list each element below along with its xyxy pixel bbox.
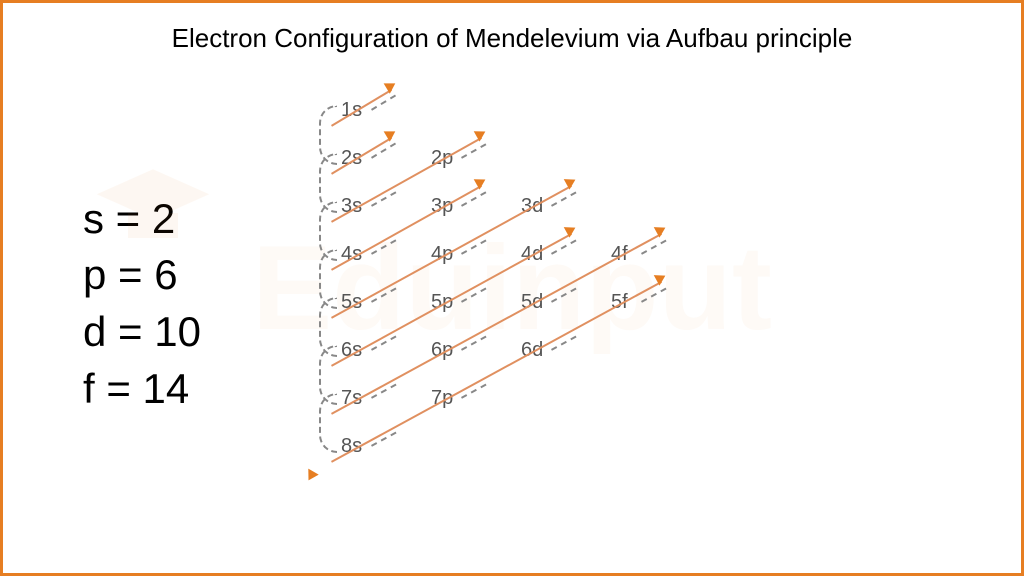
- aufbau-dash: [461, 240, 486, 255]
- page-title: Electron Configuration of Mendelevium vi…: [3, 3, 1021, 54]
- arrowhead-icon: [303, 469, 318, 484]
- aufbau-curve: [319, 393, 337, 453]
- content-row: s = 2 p = 6 d = 10 f = 14 1s2s2p3s3p3d4s…: [3, 54, 1021, 554]
- capacity-s: s = 2: [83, 191, 201, 248]
- aufbau-dash: [371, 143, 396, 159]
- aufbau-dash: [461, 336, 487, 351]
- orbital-capacity-list: s = 2 p = 6 d = 10 f = 14: [83, 191, 201, 418]
- aufbau-diagram: 1s2s2p3s3p3d4s4p4d4f5s5p5d5f6s6p6d7s7p8s: [261, 89, 741, 519]
- capacity-f: f = 14: [83, 361, 201, 418]
- capacity-p: p = 6: [83, 247, 201, 304]
- aufbau-dash: [461, 384, 487, 399]
- aufbau-dash: [371, 95, 396, 111]
- aufbau-diagonal: [331, 233, 662, 415]
- aufbau-diagonal: [331, 281, 662, 463]
- aufbau-dash: [461, 288, 486, 303]
- capacity-d: d = 10: [83, 304, 201, 361]
